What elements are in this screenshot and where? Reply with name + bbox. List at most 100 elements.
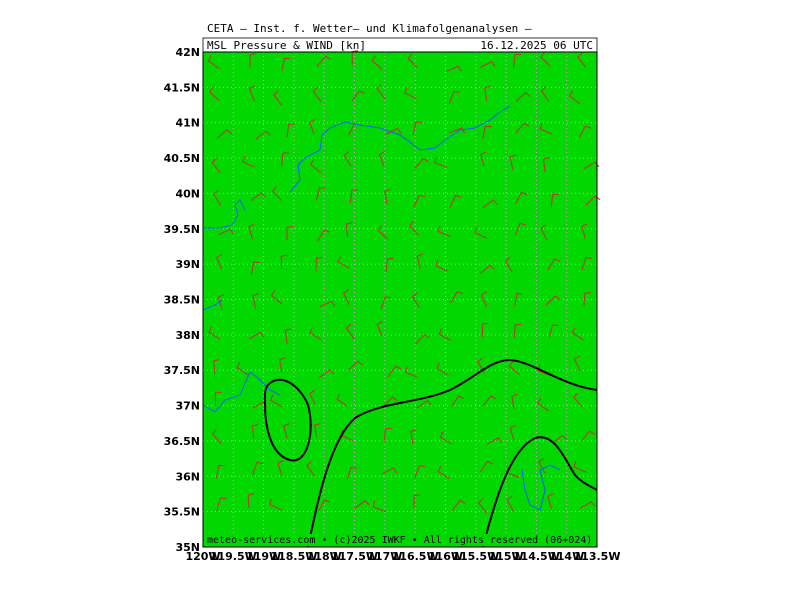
wind-barb: [236, 362, 249, 376]
wind-barb: [279, 357, 286, 373]
wind-barb: [316, 55, 331, 67]
wind-barb: [413, 194, 425, 208]
wind-barb: [537, 397, 549, 412]
wind-barb: [404, 366, 418, 378]
wind-barb: [547, 493, 554, 509]
wind-barb: [410, 429, 417, 445]
isobar: [263, 378, 312, 462]
wind-barb: [281, 152, 289, 167]
lat-label: 38N: [175, 329, 200, 342]
wind-barb: [251, 423, 259, 439]
lat-label: 36.5N: [164, 435, 200, 448]
wind-barb: [578, 125, 592, 138]
wind-barb: [211, 158, 221, 174]
wind-barb: [318, 499, 331, 512]
wind-barb: [372, 500, 386, 513]
wind-barb: [449, 127, 466, 134]
lat-label: 35.5N: [164, 506, 200, 519]
lon-label: 114W: [549, 550, 584, 563]
wind-barb: [208, 326, 221, 340]
wind-barb: [252, 401, 268, 409]
wind-barb: [248, 85, 256, 101]
wind-barb: [506, 495, 514, 512]
lon-label: 118W: [307, 550, 342, 563]
wind-barb: [376, 320, 383, 337]
wind-barb: [513, 53, 522, 68]
wind-barb: [269, 498, 282, 511]
lon-label: 116W: [428, 550, 463, 563]
lat-label: 38.5N: [164, 294, 200, 307]
wind-barb: [514, 191, 528, 205]
wind-barb: [378, 151, 385, 167]
wind-barb: [216, 129, 232, 139]
wind-barb: [413, 494, 421, 509]
lat-label: 35N: [175, 541, 200, 554]
lat-label: 41N: [175, 117, 200, 130]
wind-barb: [380, 296, 392, 310]
wind-barb: [217, 294, 225, 310]
lat-label: 40.5N: [164, 152, 200, 165]
wind-barb: [381, 467, 398, 475]
wind-barb: [479, 61, 496, 69]
coastline: [202, 299, 223, 311]
wind-barb: [479, 264, 495, 275]
wind-barb: [474, 226, 487, 239]
wind-barb: [540, 224, 548, 241]
wind-barb: [211, 428, 222, 444]
wind-barb: [345, 323, 355, 340]
lat-label: 37N: [175, 400, 200, 413]
lon-label: 117.5W: [331, 550, 378, 563]
wind-barb: [345, 222, 353, 237]
wind-barb: [514, 293, 523, 307]
wind-barb: [446, 65, 462, 72]
wind-barb: [354, 500, 370, 509]
coastlines: [202, 105, 561, 511]
lat-label: 37.5N: [164, 364, 200, 377]
wind-barb: [376, 84, 386, 100]
lat-label: 39.5N: [164, 223, 200, 236]
wind-barb: [480, 291, 488, 308]
wind-barb: [387, 365, 402, 378]
wind-barb: [477, 357, 485, 374]
lon-label: 120W: [185, 550, 220, 563]
wind-barb: [436, 362, 449, 376]
wind-barb: [247, 493, 255, 509]
wind-barb: [515, 92, 531, 102]
wind-barb: [384, 189, 391, 205]
wind-barb: [539, 123, 553, 135]
wind-barb: [270, 290, 283, 305]
wind-barb: [249, 53, 257, 68]
wind-barb: [416, 399, 432, 409]
wind-barb: [583, 292, 591, 307]
lon-label: 119W: [246, 550, 281, 563]
wind-barb: [585, 195, 601, 206]
wind-barb: [581, 223, 588, 239]
wind-barb: [550, 193, 559, 208]
map-frame: [202, 51, 598, 548]
coastline: [202, 371, 281, 413]
wind-barb: [509, 425, 516, 441]
wind-barb: [448, 90, 460, 104]
wind-barb: [250, 261, 260, 276]
wind-barb: [309, 326, 322, 340]
valid-time: 16.12.2025 06 UTC: [480, 39, 593, 52]
wind-barb: [255, 130, 271, 140]
wind-barb: [371, 55, 383, 70]
wind-barb: [437, 465, 450, 480]
lat-label: 41.5N: [164, 81, 200, 94]
lon-label: 116.5W: [392, 550, 439, 563]
wind-barb: [583, 161, 600, 170]
wind-barb: [511, 393, 518, 410]
graticule: [203, 52, 597, 547]
wind-barb: [215, 465, 225, 479]
wind-barb: [280, 254, 288, 270]
lon-label: 113.5W: [574, 550, 621, 563]
lat-label: 39N: [175, 258, 200, 271]
wind-barb: [286, 123, 295, 138]
wind-barb: [412, 121, 422, 135]
wind-barb: [309, 389, 316, 406]
wind-barb: [273, 90, 283, 106]
wind-barb: [569, 90, 581, 105]
wind-barb: [450, 291, 463, 304]
wind-barb: [346, 466, 357, 480]
